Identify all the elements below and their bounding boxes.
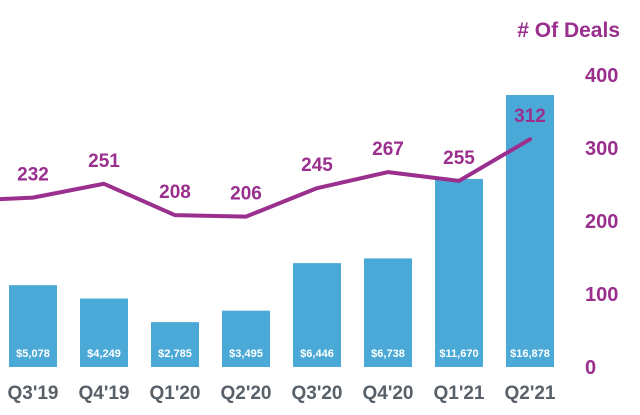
bar (151, 322, 199, 367)
x-tick-label: Q1'20 (150, 383, 201, 404)
x-tick-label: Q1'21 (434, 383, 485, 404)
y-tick-label: 400 (585, 65, 618, 87)
bar (80, 298, 128, 367)
x-ticks-group: Q3'19 Q4'19 Q1'20 Q2'20 Q3'20 Q4'20 Q1'21 Q2'21 (8, 383, 556, 404)
bar-value-label: $4,249 (87, 348, 121, 360)
bar (293, 263, 341, 367)
y-tick-label: 200 (585, 211, 618, 233)
y-axis-title: # Of Deals (517, 19, 620, 42)
bar-value-label: $6,446 (300, 348, 334, 360)
bar (222, 310, 270, 367)
deal-count-label: 232 (17, 165, 49, 186)
y-tick-label: 100 (585, 284, 618, 306)
deal-count-label: 255 (443, 148, 475, 169)
bars-group (9, 95, 554, 367)
bar-value-label: $5,078 (16, 348, 50, 360)
x-tick-label: Q4'20 (363, 383, 414, 404)
deal-count-label: 267 (372, 139, 404, 160)
deal-count-label: 245 (301, 155, 333, 176)
x-tick-label: Q3'20 (292, 383, 343, 404)
deal-count-label: 206 (230, 184, 262, 205)
point-labels-group: 232 251 208 206 245 267 255 312 (17, 106, 546, 204)
y-ticks-group: 0 100 200 300 400 (585, 65, 618, 379)
bar-value-label: $6,738 (371, 348, 405, 360)
bar (9, 285, 57, 367)
bar (506, 95, 554, 367)
deal-count-label: 208 (159, 182, 191, 203)
deal-count-label: 251 (88, 151, 120, 172)
y-tick-label: 0 (585, 357, 596, 379)
deals-line (0, 137, 532, 219)
bar-value-label: $16,878 (510, 348, 550, 360)
bar-value-label: $2,785 (158, 348, 192, 360)
x-tick-label: Q2'21 (505, 383, 556, 404)
bar (435, 178, 483, 367)
bar-value-label: $11,670 (439, 348, 478, 360)
bar-labels-group: $5,078 $4,249 $2,785 $3,495 $6,446 $6,738 $11,… (16, 348, 550, 360)
x-tick-label: Q3'19 (8, 383, 59, 404)
bar (364, 258, 412, 367)
bar-value-label: $3,495 (229, 348, 263, 360)
x-tick-label: Q4'19 (79, 383, 130, 404)
y-tick-label: 300 (585, 138, 618, 160)
x-tick-label: Q2'20 (221, 383, 272, 404)
deal-count-label: 312 (514, 106, 546, 127)
deals-line-group (0, 137, 532, 219)
